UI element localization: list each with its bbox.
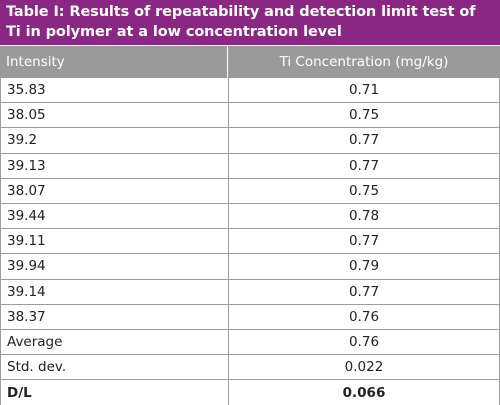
column-header-ti-concentration: Ti Concentration (mg/kg)	[279, 54, 449, 70]
table-body: 35.83 0.71 38.05 0.75 39.2 0.77 39.13 0.…	[0, 78, 500, 405]
concentration-cell: 0.71	[348, 82, 380, 99]
concentration-cell: 0.77	[348, 157, 380, 174]
intensity-cell: 39.44	[1, 203, 229, 229]
table-row: 39.11 0.77	[1, 229, 499, 255]
concentration-cell: 0.77	[348, 132, 380, 149]
concentration-cell: 0.79	[348, 258, 380, 275]
intensity-cell: 38.07	[1, 178, 229, 203]
table-header-row: Intensity Ti Concentration (mg/kg)	[0, 45, 500, 78]
concentration-cell: 0.77	[348, 283, 380, 300]
intensity-cell: 39.2	[1, 128, 229, 153]
table-row: 38.07 0.75	[1, 178, 499, 204]
intensity-cell: 39.14	[1, 279, 229, 304]
intensity-cell: 35.83	[1, 78, 229, 103]
detection-limit-value: 0.066	[342, 384, 386, 401]
concentration-cell: 0.76	[348, 308, 380, 325]
table-row: 39.13 0.77	[1, 153, 499, 179]
table-row: 39.14 0.77	[1, 279, 499, 305]
table-row: 39.2 0.77	[1, 128, 499, 154]
intensity-cell: 39.94	[1, 254, 229, 279]
concentration-cell: 0.75	[348, 107, 380, 124]
average-label: Average	[1, 329, 229, 355]
table-row: 35.83 0.71	[1, 78, 499, 104]
detection-limit-label: D/L	[1, 380, 229, 405]
std-dev-label: Std. dev.	[1, 355, 229, 380]
table-row: 39.44 0.78	[1, 203, 499, 230]
average-value: 0.76	[348, 333, 380, 350]
column-header-intensity: Intensity	[0, 46, 228, 78]
concentration-cell: 0.77	[348, 233, 380, 250]
intensity-cell: 39.13	[1, 153, 229, 178]
intensity-cell: 39.11	[1, 229, 229, 254]
concentration-cell: 0.78	[348, 208, 380, 225]
std-dev-value: 0.022	[344, 359, 384, 376]
table-row-average: Average 0.76	[1, 329, 499, 356]
table-row: 38.05 0.75	[1, 103, 499, 129]
table-row: 38.37 0.76	[1, 304, 499, 330]
table-row: 39.94 0.79	[1, 254, 499, 280]
table-title: Table I: Results of repeatability and de…	[0, 0, 500, 45]
table-row-std-dev: Std. dev. 0.022	[1, 355, 499, 381]
intensity-cell: 38.37	[1, 304, 229, 329]
intensity-cell: 38.05	[1, 103, 229, 128]
table-row-detection-limit: D/L 0.066	[1, 380, 499, 405]
concentration-cell: 0.75	[348, 182, 380, 199]
